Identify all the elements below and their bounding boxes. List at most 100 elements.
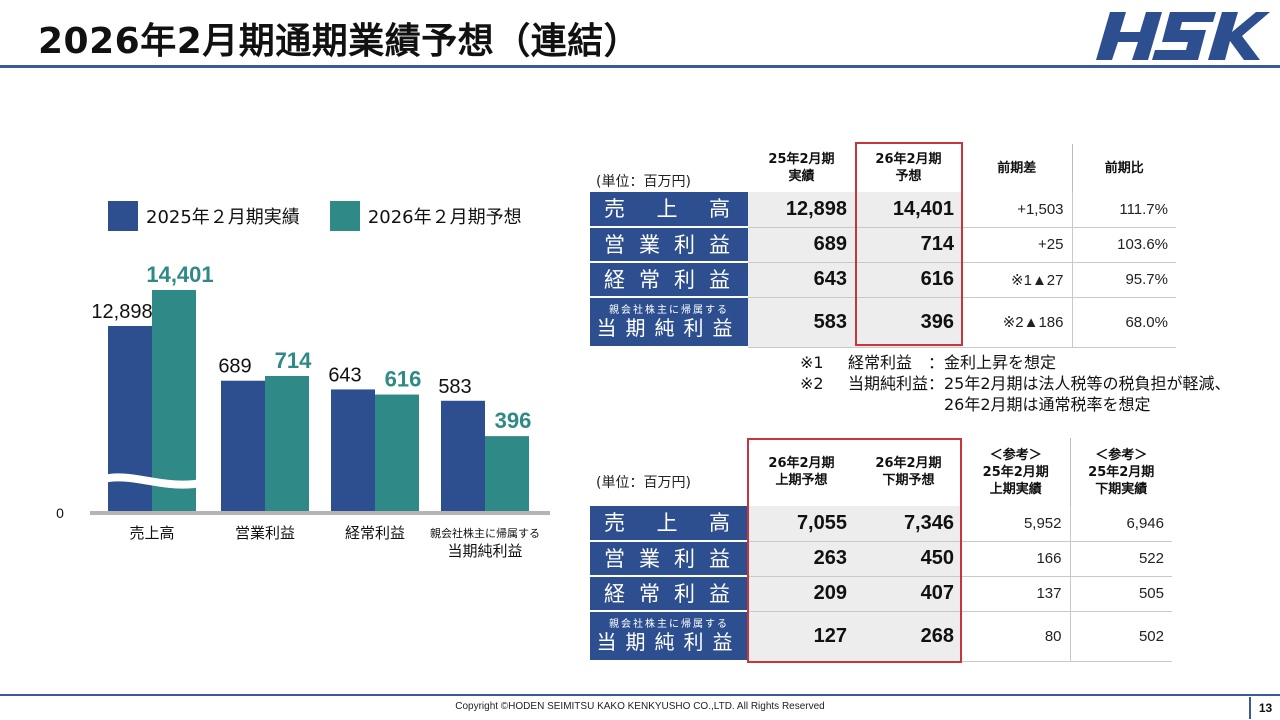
cell-value: 583 bbox=[748, 297, 855, 348]
table-row: 経常利益 209 407 137 505 bbox=[590, 576, 1172, 612]
cell-diff: +1,503 bbox=[962, 192, 1073, 228]
category-label: 営業利益 bbox=[235, 524, 295, 542]
bar-prev bbox=[441, 400, 485, 511]
data-label: 616 bbox=[385, 367, 422, 392]
table1-header-ratio: 前期比 bbox=[1104, 160, 1144, 176]
bar-forecast bbox=[265, 376, 309, 511]
company-logo bbox=[1096, 12, 1270, 60]
legend-item-2026: 2026年２月期予想 bbox=[329, 201, 522, 231]
note-2: ※2 当期純利益：25年2月期は法人税等の税負担が軽減、 bbox=[800, 374, 1231, 393]
cell-value: 127 bbox=[748, 611, 855, 662]
data-label: 12,898 bbox=[91, 301, 152, 323]
cell-value: 396 bbox=[855, 297, 962, 348]
table2-header-row: 26年2月期 上期予想 26年2月期 下期予想 ＜参考＞ 25年2月期 上期実績 ＜参考… bbox=[590, 438, 1172, 506]
row-label-operating-profit: 営業利益 bbox=[590, 541, 748, 577]
forecast-highlight bbox=[855, 142, 963, 346]
category-label-prefix: 親会社株主に帰属する bbox=[430, 526, 540, 540]
table1-header-forecast: 26年2月期 予想 bbox=[875, 152, 942, 184]
footer-rule bbox=[0, 694, 1280, 696]
cell-value: 616 bbox=[855, 262, 962, 298]
forecast-table: 25年2月期 実績 26年2月期 予想 前期差 前期比 売上高 12,898 14,… bbox=[590, 144, 1176, 348]
cell-value: 689 bbox=[748, 227, 855, 263]
footnotes: ※1 経常利益 ：金利上昇を想定 ※2 当期純利益：25年2月期は法人税等の税負担が… bbox=[800, 352, 1231, 415]
legend-label-2025: 2025年２月期実績 bbox=[146, 207, 300, 228]
cell-ref: 6,946 bbox=[1070, 506, 1172, 542]
row-label-net-income: 親会社株主に帰属する 当期純利益 bbox=[590, 297, 748, 348]
cell-ratio: 111.7% bbox=[1072, 192, 1176, 228]
table-row: 経常利益 643 616 ※1▲27 95.7% bbox=[590, 262, 1176, 298]
table-row: 営業利益 263 450 166 522 bbox=[590, 541, 1172, 577]
bar-forecast bbox=[152, 290, 196, 511]
table1-unit: (単位：百万円) bbox=[596, 174, 691, 190]
note-3: 26年2月期は通常税率を想定 bbox=[848, 395, 1151, 414]
cell-value: 7,346 bbox=[855, 506, 962, 542]
row-label-sales: 売上高 bbox=[590, 192, 748, 228]
cell-value: 12,898 bbox=[748, 192, 855, 228]
cell-ratio: 95.7% bbox=[1072, 262, 1176, 298]
legend-item-2025: 2025年２月期実績 bbox=[108, 201, 300, 231]
table-row: 売上高 7,055 7,346 5,952 6,946 bbox=[590, 506, 1172, 542]
header-rule bbox=[0, 65, 1280, 68]
cell-diff: ※1▲27 bbox=[962, 262, 1073, 298]
x-axis-baseline bbox=[90, 511, 550, 515]
cell-ref: 5,952 bbox=[962, 506, 1071, 542]
data-label: 14,401 bbox=[146, 262, 213, 287]
table2-header-ref-h1: ＜参考＞ 25年2月期 上期実績 bbox=[962, 438, 1071, 506]
cell-value: 7,055 bbox=[748, 506, 855, 542]
row-label-ordinary-profit: 経常利益 bbox=[590, 262, 748, 298]
category-label: 当期純利益 bbox=[447, 542, 522, 560]
row-label-operating-profit: 営業利益 bbox=[590, 227, 748, 263]
table2-header-ref-h2: ＜参考＞ 25年2月期 下期実績 bbox=[1088, 447, 1155, 497]
results-bar-chart: 12,898 14,401 689 714 643 616 583 396 0 売上高 営業利益 経常… bbox=[56, 262, 550, 560]
page-title: 2026年2月期通期業績予想（連結） bbox=[38, 21, 641, 62]
note-1: ※1 経常利益 ：金利上昇を想定 bbox=[800, 353, 1057, 372]
bar-prev bbox=[221, 380, 265, 511]
forecast-highlight-half bbox=[747, 438, 962, 663]
page-number: 13 bbox=[1249, 697, 1280, 719]
category-label: 売上高 bbox=[129, 524, 174, 542]
cell-value: 407 bbox=[855, 576, 962, 612]
data-label: 689 bbox=[218, 356, 251, 378]
half-year-table: 26年2月期 上期予想 26年2月期 下期予想 ＜参考＞ 25年2月期 上期実績 ＜参考… bbox=[590, 438, 1172, 662]
cell-value: 268 bbox=[855, 611, 962, 662]
cell-ref: 502 bbox=[1070, 611, 1172, 662]
data-label: 714 bbox=[275, 348, 312, 373]
zero-tick-label: 0 bbox=[56, 505, 64, 521]
category-label: 経常利益 bbox=[345, 524, 405, 542]
row-label-ordinary-profit: 経常利益 bbox=[590, 576, 748, 612]
cell-value: 263 bbox=[748, 541, 855, 577]
row-label-sales: 売上高 bbox=[590, 506, 748, 542]
cell-value: 209 bbox=[748, 576, 855, 612]
legend-label-2026: 2026年２月期予想 bbox=[367, 207, 522, 228]
legend-swatch-2025 bbox=[108, 201, 138, 231]
bar-forecast bbox=[375, 394, 419, 511]
cell-diff: +25 bbox=[962, 227, 1073, 263]
table-row: 売上高 12,898 14,401 +1,503 111.7% bbox=[590, 192, 1176, 228]
table2-header-h2: 26年2月期 下期予想 bbox=[875, 456, 942, 488]
data-label: 643 bbox=[328, 364, 361, 386]
cell-ratio: 68.0% bbox=[1072, 297, 1176, 348]
table2-corner bbox=[590, 438, 748, 506]
cell-ref: 166 bbox=[962, 541, 1071, 577]
table1-corner bbox=[590, 144, 748, 192]
table-row: 親会社株主に帰属する 当期純利益 583 396 ※2▲186 68.0% bbox=[590, 297, 1176, 348]
cell-ref: 522 bbox=[1070, 541, 1172, 577]
data-label: 583 bbox=[438, 376, 471, 398]
cell-value: 714 bbox=[855, 227, 962, 263]
data-label: 396 bbox=[495, 408, 532, 433]
axis-break bbox=[100, 473, 205, 489]
legend-swatch-2026 bbox=[329, 201, 360, 231]
cell-value: 450 bbox=[855, 541, 962, 577]
cell-value: 643 bbox=[748, 262, 855, 298]
bar-forecast bbox=[485, 436, 529, 511]
cell-ref: 505 bbox=[1070, 576, 1172, 612]
table2-unit: (単位：百万円) bbox=[596, 475, 691, 491]
table1-header-row: 25年2月期 実績 26年2月期 予想 前期差 前期比 bbox=[590, 144, 1176, 192]
table-row: 親会社株主に帰属する 当期純利益 127 268 80 502 bbox=[590, 611, 1172, 662]
cell-value: 14,401 bbox=[855, 192, 962, 228]
cell-ratio: 103.6% bbox=[1072, 227, 1176, 263]
row-label-net-income: 親会社株主に帰属する 当期純利益 bbox=[590, 611, 748, 662]
bar-prev bbox=[331, 389, 375, 511]
chart-legend: 2025年２月期実績 2026年２月期予想 bbox=[108, 201, 552, 231]
cell-diff: ※2▲186 bbox=[962, 297, 1073, 348]
